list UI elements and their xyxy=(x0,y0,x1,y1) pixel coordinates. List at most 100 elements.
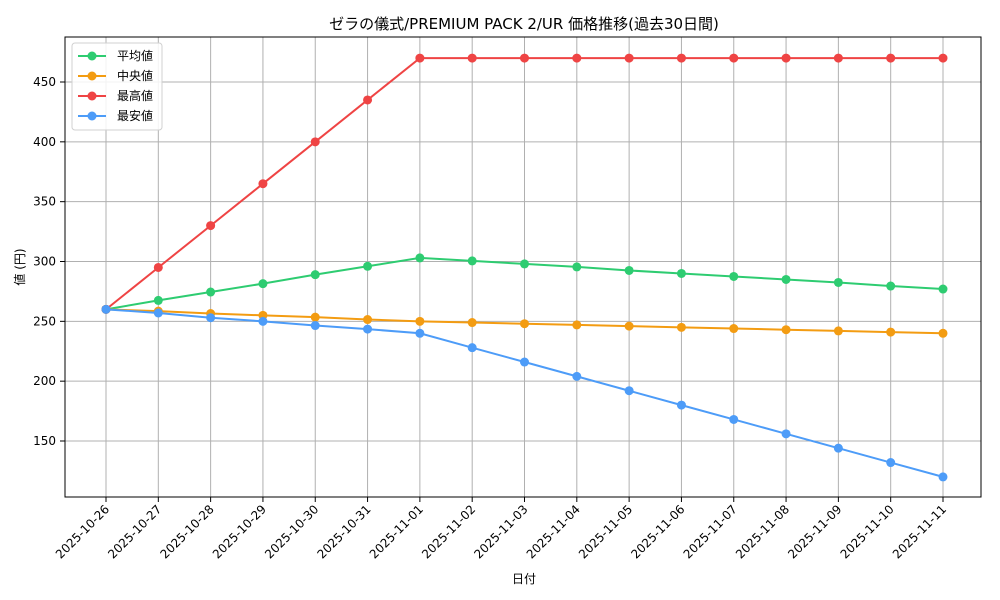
data-point xyxy=(101,304,111,314)
legend-label: 最安値 xyxy=(117,108,153,123)
series-lines xyxy=(101,53,948,482)
data-point xyxy=(886,53,896,63)
x-tick-label: 2025-11-02 xyxy=(419,502,478,561)
data-point xyxy=(258,316,268,326)
x-tick-label: 2025-10-26 xyxy=(53,502,112,561)
x-tick-label: 2025-10-29 xyxy=(210,502,269,561)
x-tick-label: 2025-11-03 xyxy=(471,502,530,561)
data-point xyxy=(363,315,373,325)
data-point xyxy=(310,137,320,147)
data-point xyxy=(624,321,634,331)
data-point xyxy=(572,262,582,272)
x-axis-ticks: 2025-10-262025-10-272025-10-282025-10-29… xyxy=(53,497,949,561)
y-tick-label: 350 xyxy=(33,195,56,209)
plot-area-frame xyxy=(64,36,982,498)
series-3 xyxy=(101,304,948,482)
data-point xyxy=(938,472,948,482)
data-point xyxy=(886,281,896,291)
x-tick-label: 2025-10-30 xyxy=(262,502,321,561)
data-point xyxy=(467,318,477,328)
legend-label: 最高値 xyxy=(117,88,153,103)
series-1 xyxy=(101,304,948,338)
x-tick-label: 2025-11-09 xyxy=(785,502,844,561)
data-point xyxy=(833,277,843,287)
data-point xyxy=(833,53,843,63)
y-tick-label: 450 xyxy=(33,75,56,89)
data-point xyxy=(781,53,791,63)
y-tick-label: 300 xyxy=(33,255,56,269)
data-point xyxy=(467,256,477,266)
legend-marker xyxy=(87,51,97,61)
y-tick-label: 250 xyxy=(33,314,56,328)
legend-label: 平均値 xyxy=(117,48,153,63)
data-point xyxy=(572,53,582,63)
y-tick-label: 150 xyxy=(33,434,56,448)
data-point xyxy=(153,295,163,305)
data-point xyxy=(886,327,896,337)
x-tick-label: 2025-11-01 xyxy=(367,502,426,561)
x-tick-label: 2025-11-04 xyxy=(524,502,583,561)
data-point xyxy=(572,371,582,381)
data-point xyxy=(729,271,739,281)
x-tick-label: 2025-11-06 xyxy=(628,502,687,561)
data-point xyxy=(624,386,634,396)
data-point xyxy=(206,313,216,323)
data-point xyxy=(729,53,739,63)
data-point xyxy=(624,265,634,275)
data-point xyxy=(624,53,634,63)
data-point xyxy=(781,429,791,439)
y-tick-label: 200 xyxy=(33,374,56,388)
legend-marker xyxy=(87,111,97,121)
data-point xyxy=(676,268,686,278)
data-point xyxy=(833,443,843,453)
data-point xyxy=(676,53,686,63)
data-point xyxy=(520,53,529,63)
data-point xyxy=(310,312,320,322)
y-tick-label: 400 xyxy=(33,135,56,149)
x-tick-label: 2025-11-05 xyxy=(576,502,635,561)
y-axis-ticks: 150 200 250 300 350 400 450 xyxy=(33,75,65,448)
data-point xyxy=(310,321,320,331)
data-point xyxy=(781,274,791,284)
x-tick-label: 2025-10-27 xyxy=(105,502,164,561)
data-point xyxy=(415,316,425,326)
data-point xyxy=(572,320,582,330)
data-point xyxy=(886,458,896,468)
data-point xyxy=(363,95,373,105)
data-point xyxy=(258,279,268,289)
data-point xyxy=(520,259,529,269)
data-point xyxy=(938,284,948,294)
data-point xyxy=(363,324,373,334)
chart-title: ゼラの儀式/PREMIUM PACK 2/UR 価格推移(過去30日間) xyxy=(329,15,719,33)
data-point xyxy=(153,308,163,318)
x-tick-label: 2025-11-10 xyxy=(838,502,897,561)
x-axis-label: 日付 xyxy=(512,572,536,586)
data-point xyxy=(938,328,948,338)
data-point xyxy=(415,328,425,338)
x-tick-label: 2025-10-31 xyxy=(314,502,373,561)
data-point xyxy=(781,325,791,335)
data-point xyxy=(467,53,477,63)
x-tick-label: 2025-11-08 xyxy=(733,502,792,561)
data-point xyxy=(363,261,373,271)
data-point xyxy=(676,400,686,410)
x-tick-label: 2025-11-07 xyxy=(681,502,740,561)
data-point xyxy=(938,53,948,63)
data-point xyxy=(153,262,163,272)
data-point xyxy=(206,287,216,297)
data-point xyxy=(467,343,477,353)
legend-marker xyxy=(87,91,97,101)
data-point xyxy=(729,414,739,424)
data-point xyxy=(310,270,320,280)
data-point xyxy=(833,326,843,336)
series-0 xyxy=(101,253,948,314)
data-point xyxy=(520,319,529,329)
data-point xyxy=(676,322,686,332)
legend-box xyxy=(71,42,163,131)
x-tick-label: 2025-10-28 xyxy=(158,502,217,561)
x-tick-label: 2025-11-11 xyxy=(890,502,949,561)
y-axis-label: 値 (円) xyxy=(12,248,27,285)
data-point xyxy=(206,221,216,231)
